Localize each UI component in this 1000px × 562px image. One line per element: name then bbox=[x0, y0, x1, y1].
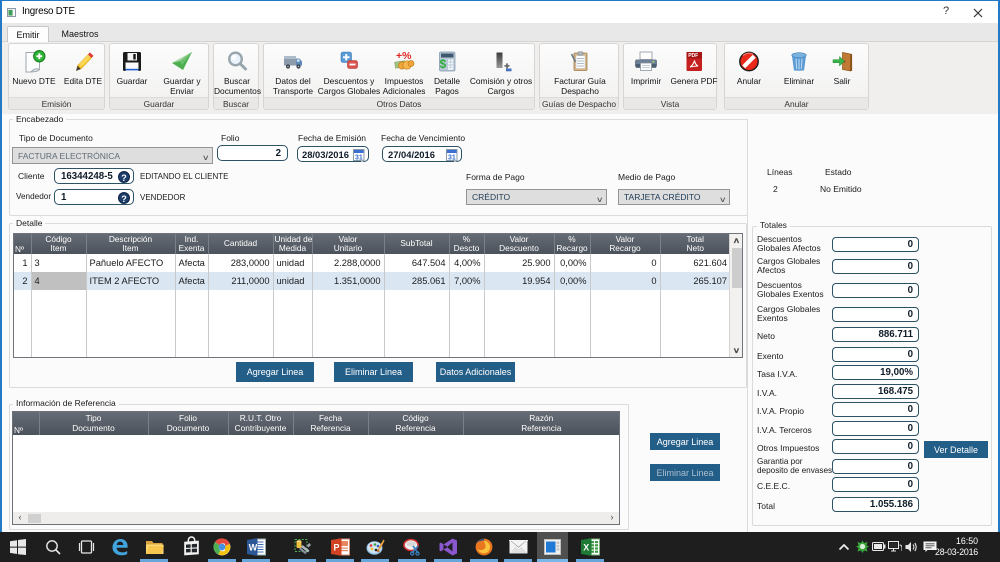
svg-text:31: 31 bbox=[355, 154, 363, 161]
svg-text:P: P bbox=[334, 543, 340, 553]
svg-text:W: W bbox=[249, 543, 258, 553]
svg-text:+%: +% bbox=[396, 50, 412, 62]
svg-text:X: X bbox=[583, 543, 589, 553]
svg-text:PDF: PDF bbox=[688, 53, 698, 59]
svg-text:31: 31 bbox=[448, 154, 456, 161]
svg-text:$: $ bbox=[440, 57, 447, 71]
